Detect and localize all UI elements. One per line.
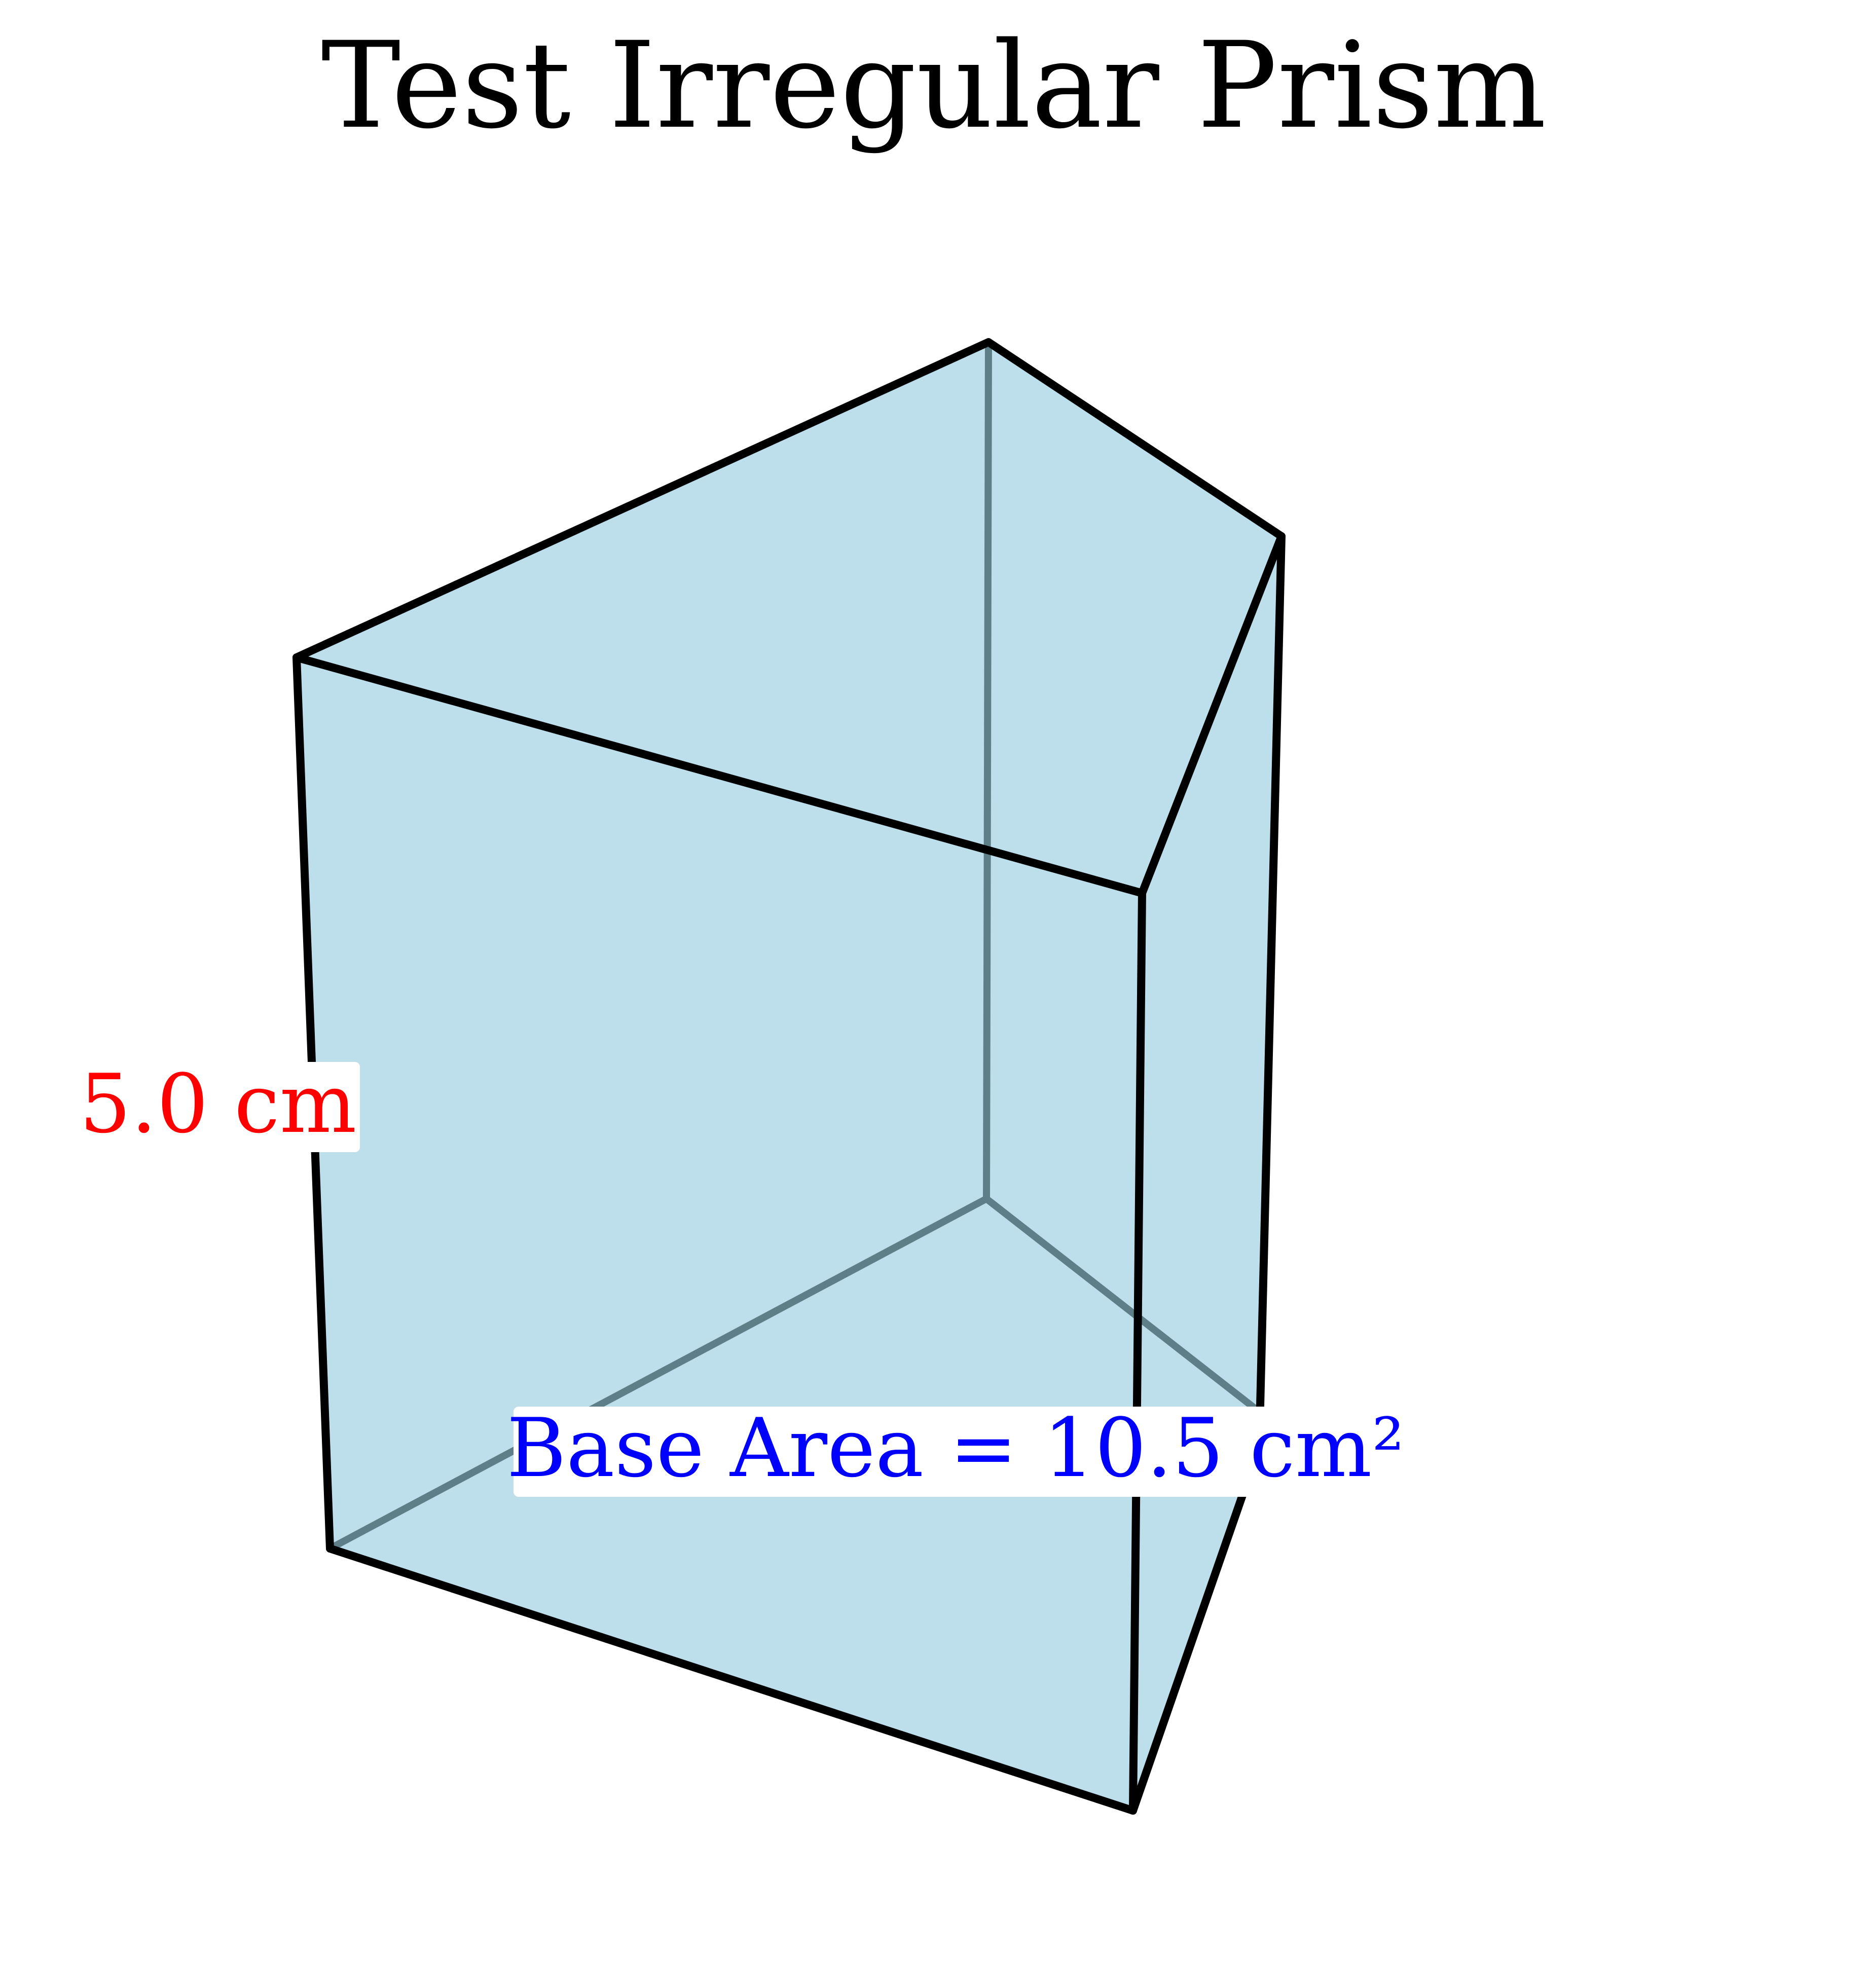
edge-bottom-right: [1129, 1443, 1263, 1815]
edge-right-vertical: [1255, 532, 1286, 1451]
figure-title: Test Irregular Prism: [321, 17, 1546, 155]
base-area-label-box: [514, 1407, 1393, 1497]
base-area-annotation: Base Area = 10.5 cm²: [506, 1401, 1405, 1497]
front-left-face: [297, 657, 1142, 1811]
hidden-edge-back-left: [326, 1195, 990, 1552]
edge-bottom-front: [326, 1544, 1137, 1815]
top-face: [297, 342, 1281, 893]
hidden-edge-vertical: [983, 339, 992, 1202]
height-label-box: [77, 1062, 360, 1152]
hidden-edges: [326, 339, 1263, 1552]
height-label: 5.0 cm: [80, 1056, 357, 1151]
edge-front-vertical: [1129, 889, 1146, 1815]
height-annotation: 5.0 cm: [77, 1056, 360, 1152]
hidden-edge-back-right: [983, 1195, 1263, 1415]
base-area-label: Base Area = 10.5 cm²: [506, 1401, 1404, 1495]
prism-faces: [297, 342, 1281, 1811]
